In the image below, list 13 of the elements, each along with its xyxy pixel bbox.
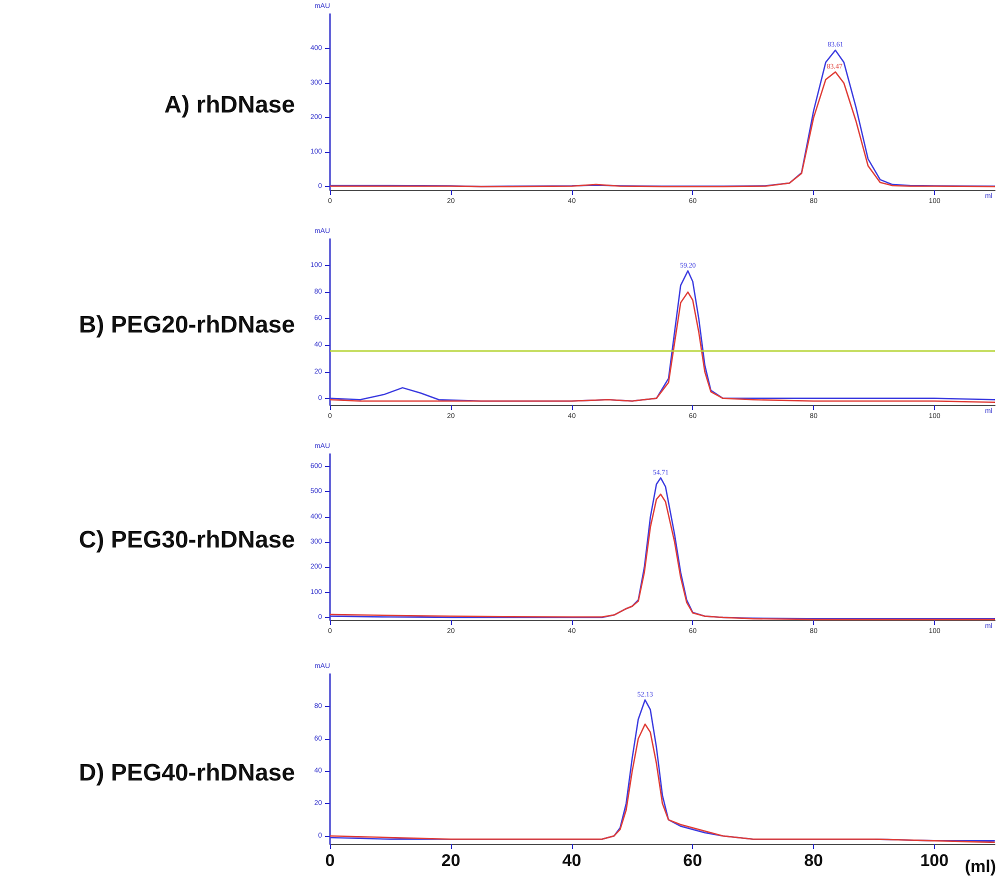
x-tick-label: 100 [920, 851, 949, 870]
text: D) PEG40-rhDNase [78, 760, 296, 786]
text: A) rhDNase [164, 92, 296, 118]
x-tick-label: 20 [441, 851, 460, 870]
text: C) PEG30-rhDNase [78, 526, 296, 554]
x-tick-label: 80 [804, 851, 823, 870]
line-series [329, 723, 996, 844]
x-tick-label: 40 [562, 851, 582, 870]
x-axis-title: (ml) [964, 857, 996, 876]
text: B) PEG20-rhDNase [78, 312, 296, 338]
x-tick-label: 60 [683, 851, 702, 870]
line-series [329, 71, 996, 188]
line-series [329, 291, 996, 404]
